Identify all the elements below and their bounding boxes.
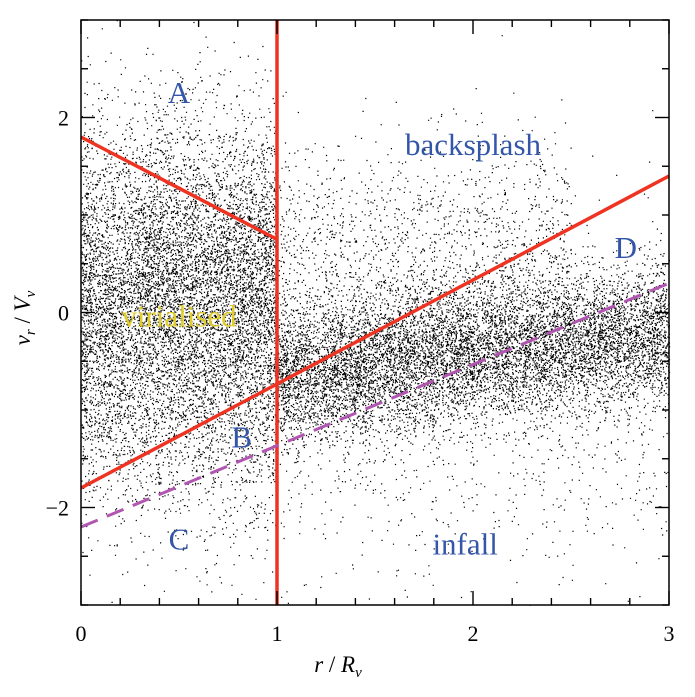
region-label: A xyxy=(168,75,191,110)
y-tick-label: 2 xyxy=(58,106,69,131)
region-label: D xyxy=(615,230,637,265)
x-axis-label: r / Rv xyxy=(314,652,362,681)
diagonal-boundary-line xyxy=(80,174,670,490)
region-label: backsplash xyxy=(405,127,542,162)
tick-labels: 0 1 2 3 −2 0 2 xyxy=(46,106,675,647)
y-axis-label: vr / Vv xyxy=(10,290,39,345)
x-tick-label: 3 xyxy=(664,621,675,646)
x-tick-label: 0 xyxy=(76,621,87,646)
boundary-lines xyxy=(80,20,670,605)
y-tick-label: 0 xyxy=(58,301,69,326)
axis-ticks xyxy=(80,19,670,606)
region-label: infall xyxy=(432,527,497,562)
region-label: virialised xyxy=(121,298,237,333)
virial-top-line xyxy=(80,135,278,241)
region-label: B xyxy=(231,419,252,454)
y-tick-label: −2 xyxy=(46,496,69,521)
region-label: C xyxy=(169,522,190,557)
x-tick-label: 2 xyxy=(468,621,479,646)
infall-dashed-line xyxy=(80,281,670,529)
x-tick-label: 1 xyxy=(272,621,283,646)
